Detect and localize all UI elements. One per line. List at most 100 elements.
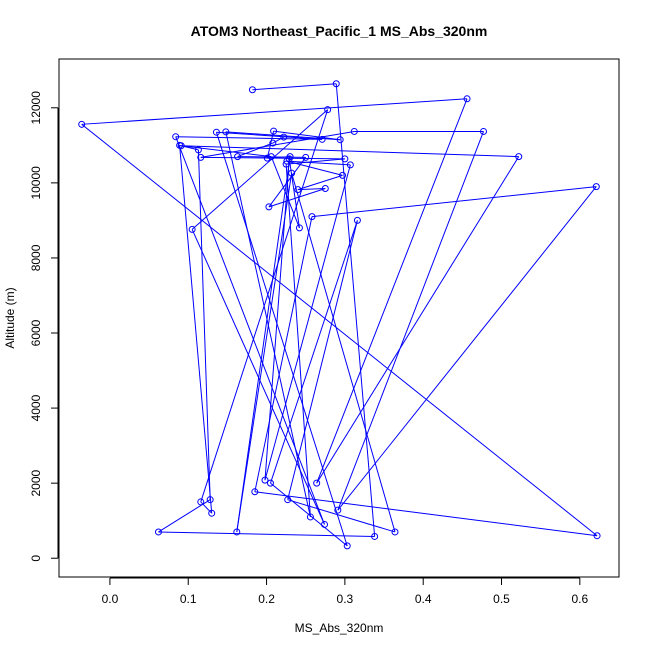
data-point bbox=[302, 153, 310, 161]
series-segment bbox=[286, 160, 343, 176]
series-segment bbox=[268, 157, 307, 208]
x-tick-label: 0.3 bbox=[337, 592, 354, 606]
data-point bbox=[593, 532, 601, 540]
data-point bbox=[308, 213, 316, 221]
data-point bbox=[306, 513, 314, 521]
data-point bbox=[269, 139, 277, 147]
series-points bbox=[78, 80, 601, 550]
x-tick-label: 0.2 bbox=[258, 592, 275, 606]
y-tick-label: 2000 bbox=[29, 469, 43, 496]
series-segment bbox=[268, 188, 326, 208]
x-tick-label: 0.6 bbox=[571, 592, 588, 606]
series-segment bbox=[216, 131, 323, 140]
data-point bbox=[346, 161, 354, 169]
series-segment bbox=[316, 98, 468, 484]
series-segment bbox=[272, 136, 285, 144]
data-point bbox=[285, 155, 293, 163]
y-tick-label: 6000 bbox=[29, 319, 43, 346]
series-segment bbox=[287, 499, 396, 533]
series-segment bbox=[175, 136, 323, 140]
series-segment bbox=[270, 156, 300, 229]
data-point bbox=[313, 479, 321, 487]
series-segment bbox=[181, 145, 519, 158]
data-point bbox=[515, 153, 523, 161]
series-segment bbox=[81, 98, 468, 125]
x-tick-label: 0.4 bbox=[415, 592, 432, 606]
data-point bbox=[295, 224, 303, 232]
data-point bbox=[288, 169, 296, 177]
series-segment bbox=[215, 132, 348, 546]
series-segment bbox=[175, 136, 325, 525]
data-point bbox=[248, 86, 256, 94]
series-segment bbox=[225, 131, 311, 518]
data-point bbox=[194, 146, 202, 154]
series-segment bbox=[236, 173, 293, 533]
series-segment bbox=[200, 501, 213, 514]
series-segment bbox=[285, 164, 311, 517]
data-point bbox=[318, 135, 326, 143]
plot-area bbox=[58, 58, 620, 578]
data-point bbox=[263, 154, 271, 162]
series-segment bbox=[200, 130, 355, 158]
data-point bbox=[321, 185, 329, 192]
data-point bbox=[282, 160, 290, 168]
data-point bbox=[391, 528, 399, 536]
y-tick-label: 12000 bbox=[29, 91, 43, 125]
series-segment bbox=[254, 491, 598, 537]
x-axis: 0.0 0.1 0.2 0.3 0.4 0.5 0.6 bbox=[102, 577, 589, 606]
data-point bbox=[339, 171, 347, 179]
data-point bbox=[78, 120, 86, 128]
series-lines bbox=[81, 83, 598, 547]
y-tick-label: 4000 bbox=[29, 394, 43, 421]
series-segment bbox=[287, 220, 358, 500]
data-point bbox=[154, 528, 162, 536]
x-tick-label: 0.5 bbox=[493, 592, 510, 606]
x-axis-label: MS_Abs_320nm bbox=[295, 621, 384, 635]
series-segment bbox=[264, 158, 290, 481]
chart-title: ATOM3 Northeast_Pacific_1 MS_Abs_320nm bbox=[191, 23, 488, 39]
data-point bbox=[208, 509, 216, 517]
data-point bbox=[206, 496, 214, 504]
series-segment bbox=[252, 83, 337, 91]
series-segment bbox=[269, 220, 358, 484]
data-point bbox=[353, 216, 361, 224]
y-tick-label: 0 bbox=[29, 555, 43, 562]
y-axis-label: Altitude (m) bbox=[3, 287, 17, 348]
data-point bbox=[177, 142, 185, 150]
data-point bbox=[280, 133, 288, 141]
data-point bbox=[480, 127, 488, 135]
series-segment bbox=[236, 156, 291, 533]
data-point bbox=[270, 127, 278, 135]
data-point bbox=[261, 476, 269, 484]
data-point bbox=[336, 136, 344, 144]
data-point bbox=[222, 128, 230, 136]
x-tick-label: 0.1 bbox=[180, 592, 197, 606]
series-segment bbox=[158, 531, 375, 537]
data-point bbox=[172, 133, 180, 141]
data-point bbox=[343, 542, 351, 550]
series-segment bbox=[81, 123, 598, 537]
series-segment bbox=[297, 174, 343, 191]
data-point bbox=[341, 155, 349, 163]
series-segment bbox=[179, 145, 213, 514]
data-point bbox=[294, 186, 302, 194]
series-segment bbox=[273, 130, 341, 141]
data-point bbox=[324, 106, 332, 114]
series-segment bbox=[254, 216, 313, 492]
series-segment bbox=[264, 164, 351, 481]
series-segment bbox=[191, 109, 328, 230]
data-point bbox=[251, 488, 259, 496]
series-segment bbox=[337, 131, 484, 511]
data-point bbox=[265, 203, 273, 211]
data-point bbox=[234, 153, 242, 161]
data-point bbox=[463, 95, 471, 103]
data-point bbox=[321, 520, 329, 528]
y-tick-label: 10000 bbox=[29, 166, 43, 200]
series-segment bbox=[316, 156, 520, 484]
data-point bbox=[267, 153, 275, 161]
series-segment bbox=[197, 149, 211, 500]
data-point bbox=[188, 225, 196, 233]
data-point bbox=[371, 532, 379, 540]
y-axis: 0 2000 4000 6000 8000 10000 12000 bbox=[29, 91, 59, 562]
